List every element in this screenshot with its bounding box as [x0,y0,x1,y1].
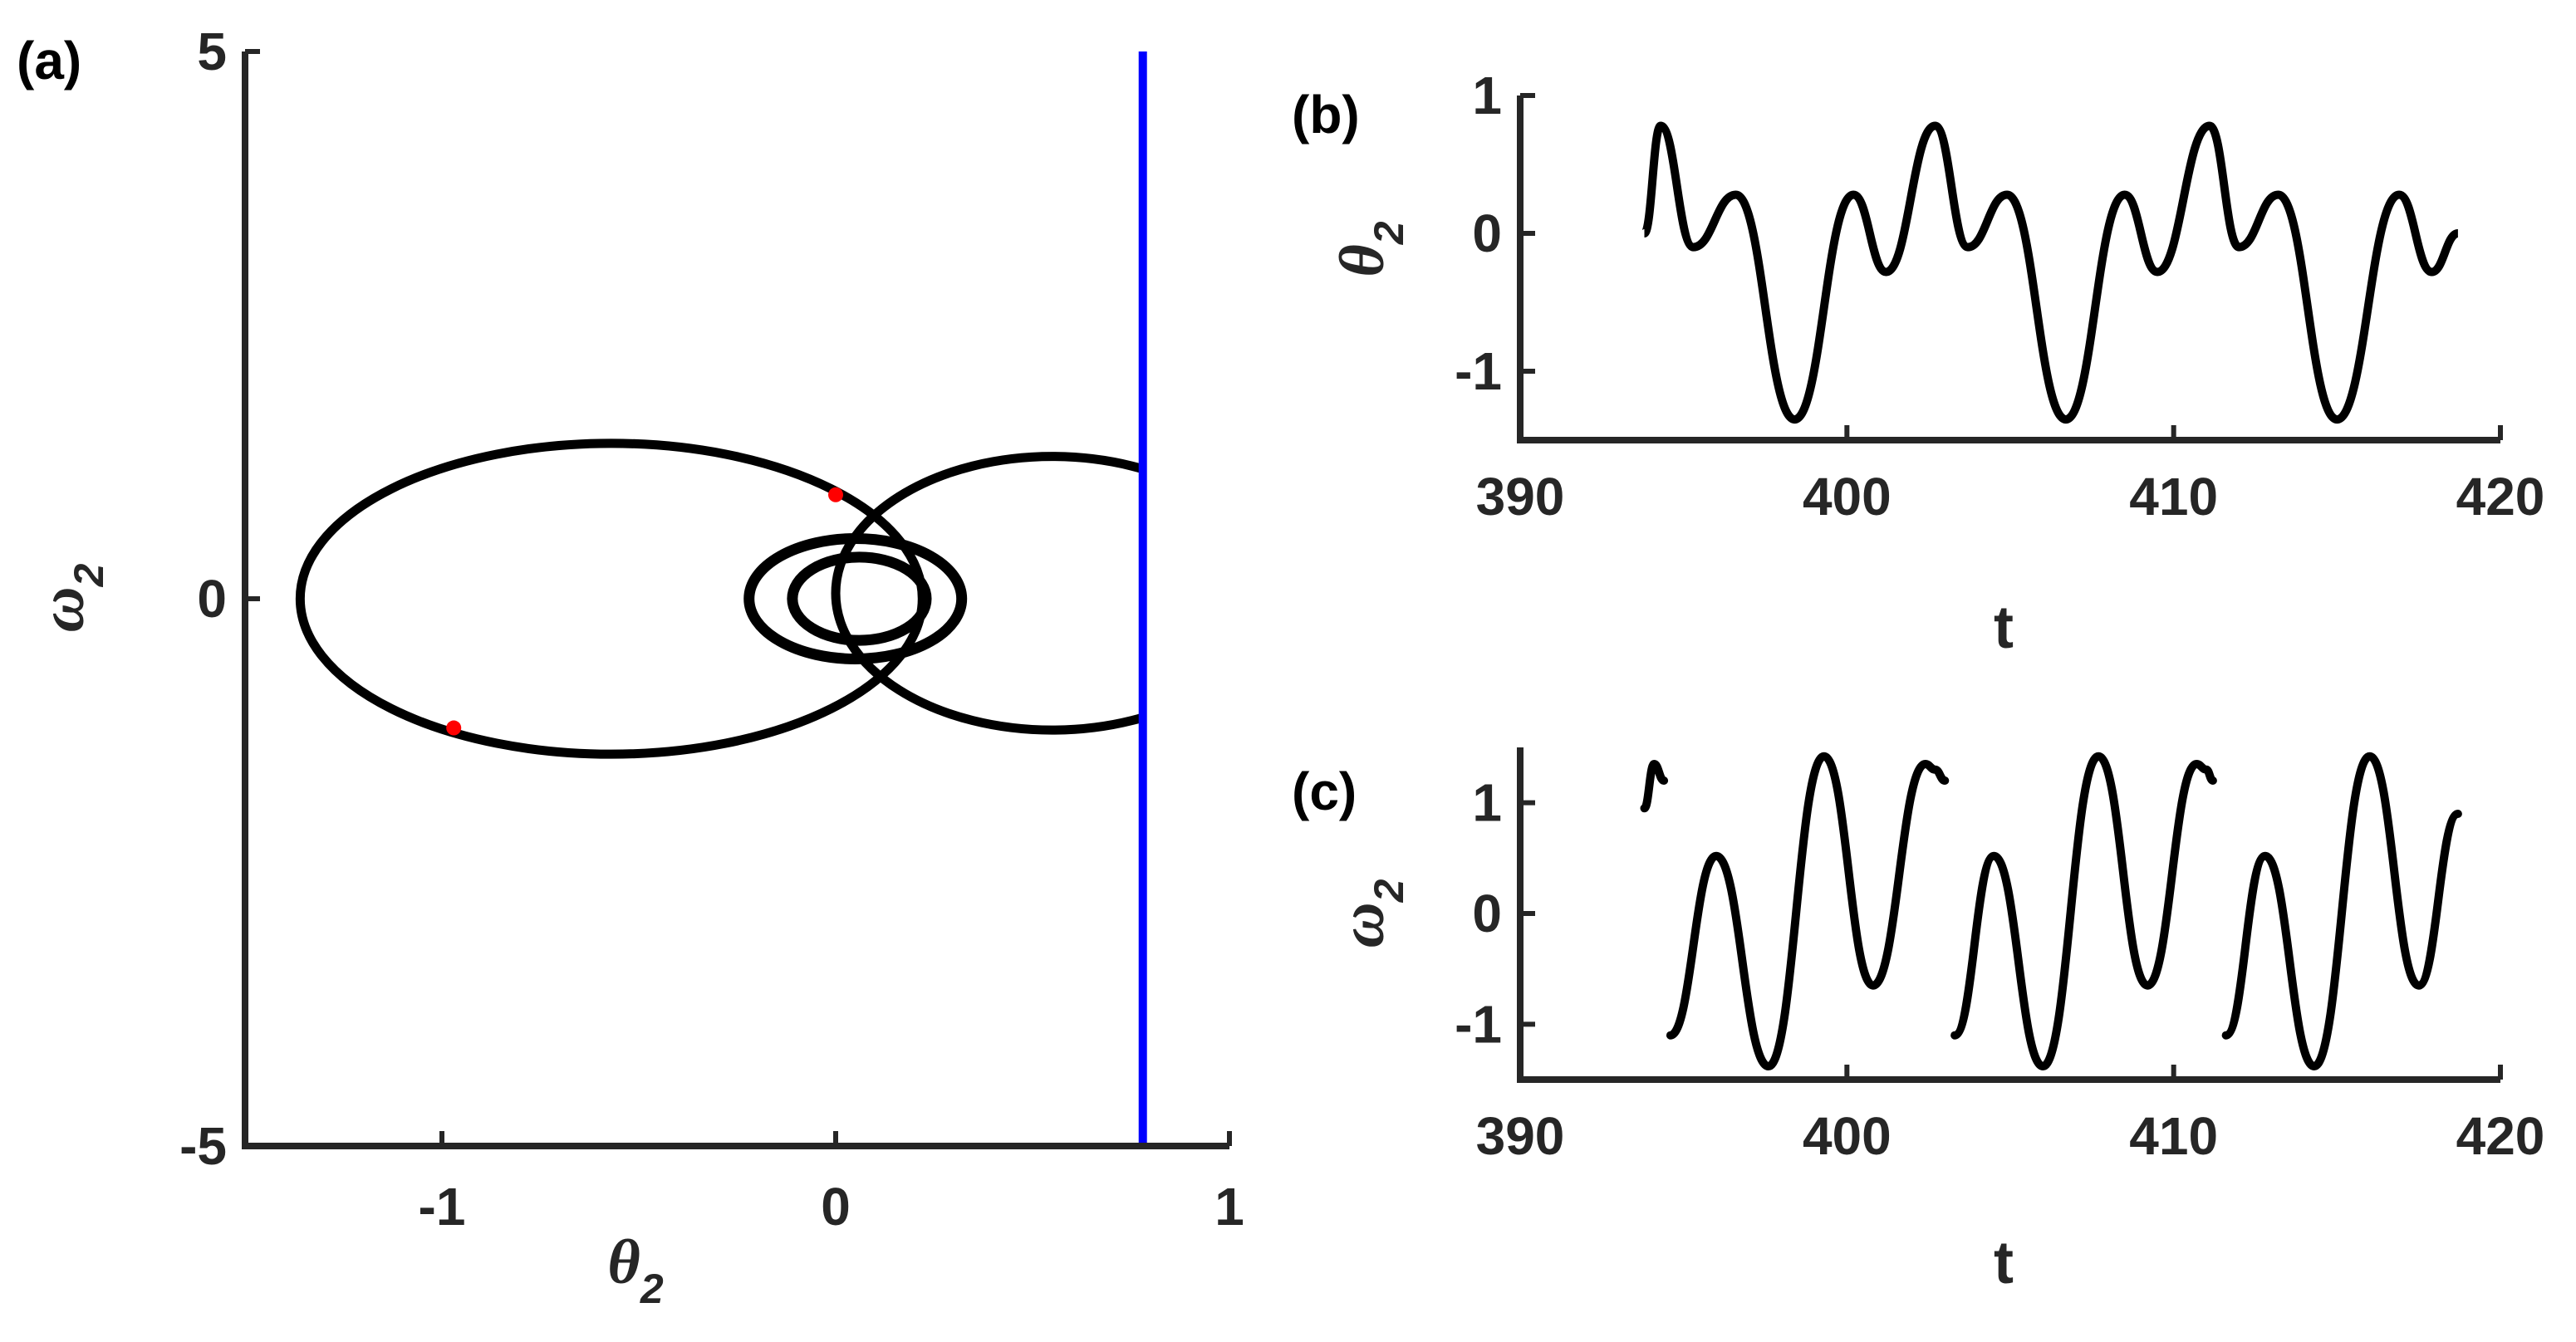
y-tick-label: -5 [179,1116,227,1176]
y-tick-label: 1 [1472,66,1502,125]
panel-label-b: (b) [1292,85,1360,144]
ticks-a: -1 0 1 -5 0 5 [179,22,1244,1237]
panel-a: (a) -1 0 1 -5 0 5 θ2 ω2 [17,22,1244,1312]
x-tick-label: 0 [821,1177,851,1237]
omega-timeseries-plot [1640,752,2462,1070]
panel-c: (c) 390 400 410 420 -1 0 1 t ω2 [1292,747,2544,1296]
axes-b [1517,96,2500,443]
trajectory-loop [743,533,968,664]
x-tick-label: -1 [419,1177,466,1237]
x-tick-label: 420 [2456,1106,2545,1166]
y-tick-label: 0 [1472,203,1502,263]
x-tick-label: 400 [1803,467,1892,527]
x-axis-label-a: θ2 [607,1227,663,1312]
x-axis-label-b: t [1994,595,2014,661]
section-point [446,720,462,736]
x-tick-label: 1 [1214,1177,1244,1237]
x-tick-label: 390 [1476,467,1565,527]
axes-a [242,51,1229,1149]
x-axis-label-c: t [1994,1230,2014,1296]
x-tick-label: 410 [2129,1106,2218,1166]
y-axis-label-a: ω2 [27,563,112,632]
panel-b: (b) 390 400 410 420 -1 0 1 t θ2 [1292,66,2544,661]
omega-series-segment [2221,752,2462,1070]
trajectory-loop [787,551,932,646]
omega-series-segment [1640,760,1669,813]
omega-series-segment [1666,752,1950,1070]
ticks-b: 390 400 410 420 -1 0 1 [1455,66,2544,527]
x-tick-label: 400 [1803,1106,1892,1166]
x-tick-label: 420 [2456,467,2545,527]
x-tick-label: 410 [2129,467,2218,527]
trajectory-loops [295,438,1143,759]
theta-series-line [1640,121,2460,424]
x-tick-label: 390 [1476,1106,1565,1166]
y-tick-label: 0 [1472,884,1502,943]
trajectory-loop [831,452,1143,735]
ticks-c: 390 400 410 420 -1 0 1 [1455,773,2544,1166]
y-axis-label-c: ω2 [1327,879,1412,948]
y-axis-label-b: θ2 [1327,221,1412,277]
trajectory-loop [295,438,927,759]
y-tick-label: 1 [1472,773,1502,833]
section-point [828,487,843,502]
y-tick-label: -1 [1455,341,1502,401]
y-tick-label: 0 [197,569,227,629]
y-tick-label: -1 [1455,994,1502,1054]
phase-portrait-plot [295,51,1147,1146]
y-tick-label: 5 [197,22,227,81]
omega-series-segment [1950,752,2217,1070]
panel-label-c: (c) [1292,762,1357,821]
panel-label-a: (a) [17,31,81,91]
theta-timeseries-plot [1640,121,2460,424]
